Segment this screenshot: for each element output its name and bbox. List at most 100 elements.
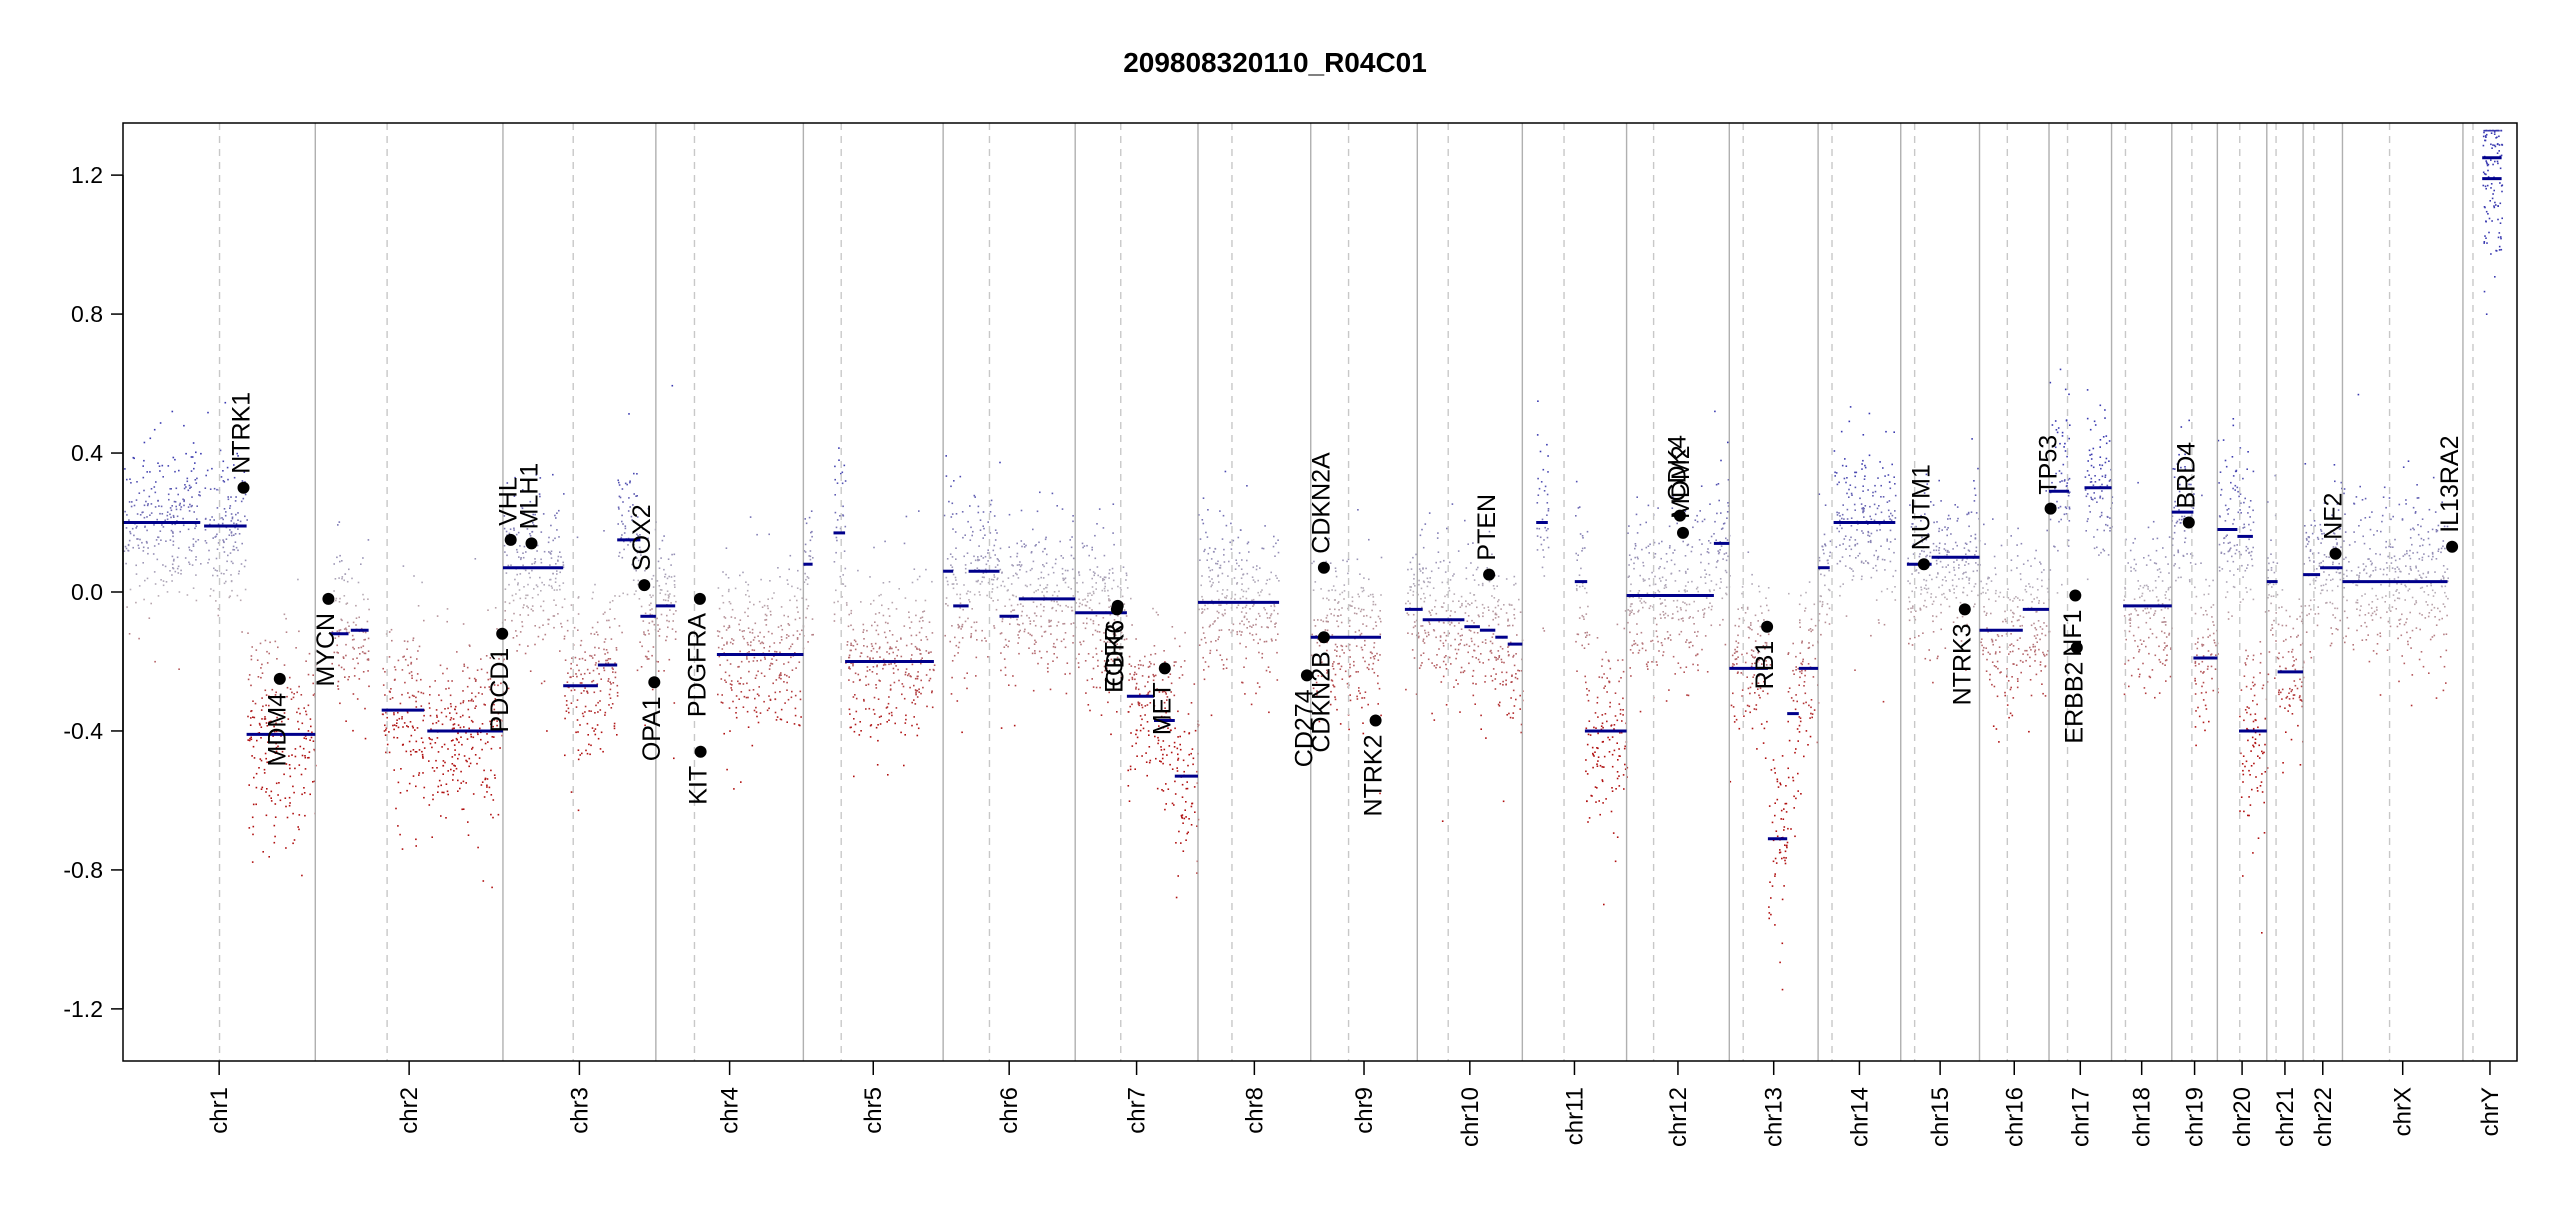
probe-point: [1076, 582, 1078, 584]
probe-point: [911, 701, 913, 704]
probe-point: [982, 525, 984, 527]
probe-point: [175, 487, 178, 490]
probe-point: [1114, 633, 1116, 635]
probe-point: [1603, 673, 1605, 675]
probe-point: [636, 557, 638, 560]
probe-point: [672, 620, 674, 622]
probe-point: [1318, 720, 1321, 723]
probe-point: [1000, 727, 1003, 729]
probe-point: [1024, 628, 1026, 631]
probe-point: [1063, 638, 1065, 641]
probe-point: [1212, 581, 1214, 584]
probe-point: [836, 519, 839, 521]
probe-point: [1596, 763, 1598, 765]
probe-point: [177, 572, 180, 574]
probe-point: [765, 614, 768, 617]
probe-point: [1412, 594, 1414, 596]
probe-point: [261, 663, 263, 666]
probe-point: [1473, 649, 1476, 652]
probe-point: [617, 523, 619, 525]
probe-point: [352, 693, 355, 695]
probe-point: [1004, 666, 1007, 669]
probe-point: [222, 480, 225, 482]
probe-point: [1515, 653, 1517, 655]
probe-point: [1491, 636, 1494, 638]
probe-point: [1649, 605, 1652, 607]
probe-point: [1137, 703, 1140, 705]
probe-point: [423, 786, 426, 789]
probe-point: [564, 695, 566, 697]
probe-point: [471, 692, 473, 694]
probe-point: [518, 643, 521, 646]
probe-point: [1435, 636, 1437, 639]
probe-point: [667, 626, 669, 629]
probe-point: [1420, 587, 1423, 590]
probe-point: [1377, 682, 1379, 685]
probe-point: [1103, 587, 1106, 590]
probe-point: [563, 598, 566, 600]
probe-point: [1275, 542, 1277, 545]
probe-point: [1545, 529, 1548, 532]
probe-point: [1320, 658, 1322, 661]
probe-point: [976, 580, 979, 583]
probe-point: [418, 772, 421, 774]
probe-point: [763, 647, 765, 649]
probe-point: [1072, 595, 1075, 597]
probe-point: [194, 462, 196, 464]
probe-point: [1645, 663, 1648, 665]
probe-point: [1486, 567, 1488, 569]
probe-point: [1082, 640, 1085, 643]
probe-point: [1173, 664, 1175, 667]
probe-point: [1783, 808, 1785, 810]
probe-point: [1119, 587, 1122, 589]
probe-point: [1544, 526, 1546, 529]
probe-point: [920, 653, 922, 655]
probe-point: [1204, 637, 1206, 639]
probe-point: [1707, 548, 1709, 550]
probe-point: [339, 554, 341, 557]
probe-point: [336, 651, 338, 654]
probe-point: [423, 796, 425, 799]
probe-point: [792, 634, 795, 637]
probe-point: [668, 620, 670, 623]
probe-point: [1439, 666, 1441, 669]
probe-point: [429, 738, 431, 740]
probe-point: [1715, 483, 1718, 486]
probe-point: [1796, 728, 1799, 730]
probe-point: [364, 707, 366, 710]
probe-point: [1078, 605, 1081, 608]
probe-point: [192, 543, 195, 546]
probe-point: [1628, 564, 1630, 566]
probe-point: [292, 696, 295, 699]
probe-point: [889, 684, 892, 687]
probe-point: [1148, 675, 1150, 678]
probe-point: [1349, 666, 1351, 669]
probe-point: [165, 581, 168, 583]
probe-point: [981, 580, 983, 583]
probe-point: [1368, 663, 1370, 666]
probe-point: [1144, 705, 1147, 707]
probe-point: [300, 773, 303, 776]
probe-point: [1349, 694, 1351, 696]
probe-point: [183, 424, 185, 427]
probe-point: [274, 694, 277, 696]
probe-point: [135, 499, 138, 501]
probe-point: [1676, 606, 1678, 608]
probe-point: [1053, 591, 1056, 593]
probe-point: [671, 553, 673, 556]
probe-point: [1509, 716, 1512, 719]
probe-point: [1519, 694, 1521, 697]
probe-point: [154, 660, 156, 663]
probe-point: [874, 613, 877, 615]
probe-point: [1048, 625, 1050, 628]
probe-point: [1768, 912, 1771, 914]
probe-point: [274, 752, 277, 754]
probe-point: [760, 659, 762, 662]
probe-point: [195, 482, 198, 484]
probe-point: [146, 504, 149, 507]
probe-point: [304, 756, 307, 759]
probe-point: [887, 702, 890, 705]
probe-point: [166, 518, 169, 521]
probe-point: [1245, 597, 1248, 600]
probe-point: [1362, 656, 1364, 659]
